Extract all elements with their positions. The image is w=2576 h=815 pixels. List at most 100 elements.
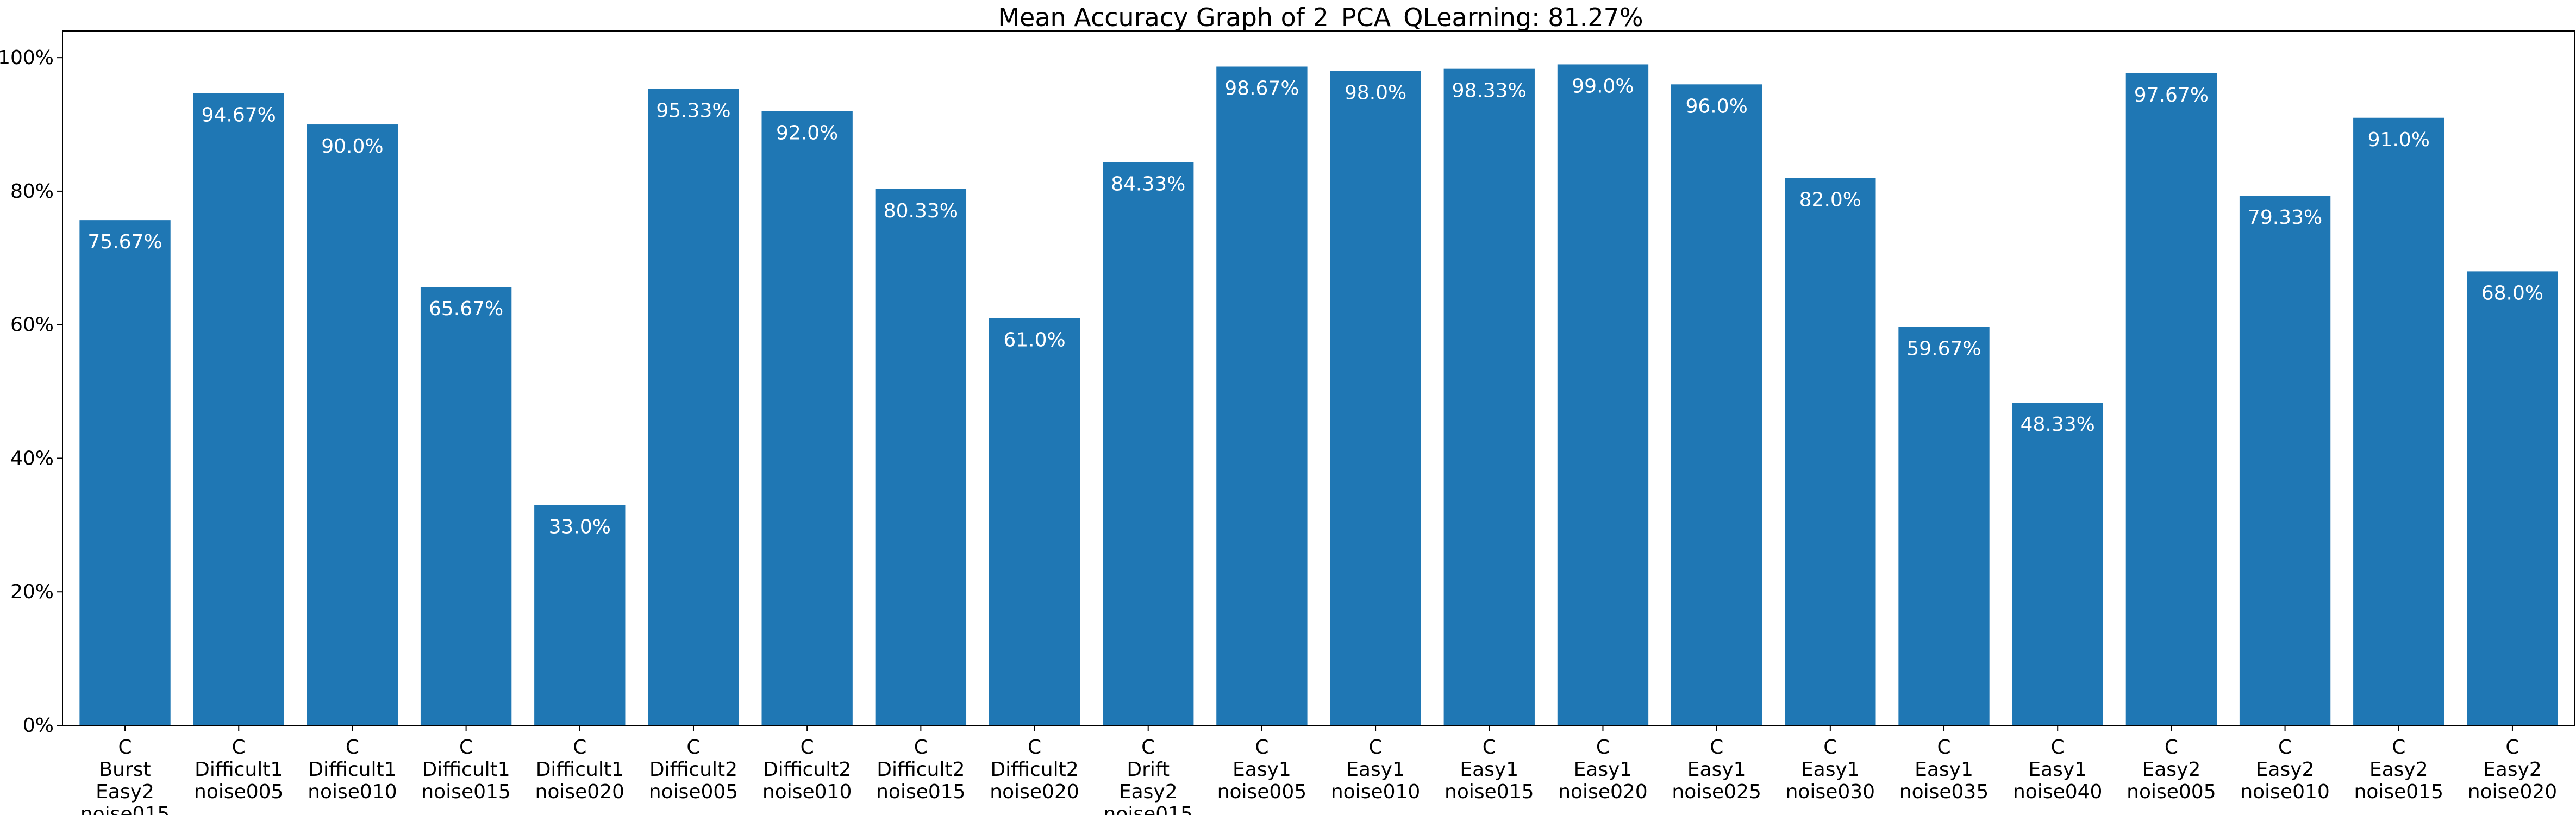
x-tick-label-line: Easy1 (1801, 758, 1860, 781)
y-tick-label: 60% (10, 314, 54, 336)
bar (193, 93, 284, 725)
bar (1330, 71, 1421, 726)
x-tick-label-line: noise010 (2240, 781, 2329, 803)
x-tick-label-line: C (1141, 736, 1155, 758)
x-tick-label-line: noise015 (80, 803, 170, 815)
x-tick-label-line: C (1937, 736, 1950, 758)
x-tick-label-line: C (2278, 736, 2292, 758)
x-tick-label-line: Drift (1127, 758, 1170, 781)
bar (989, 318, 1080, 725)
x-tick-label-line: noise030 (1786, 781, 1875, 803)
x-tick-label-line: Easy2 (96, 781, 154, 803)
x-tick-label-line: noise025 (1672, 781, 1761, 803)
x-tick-label-line: C (2051, 736, 2065, 758)
x-tick-label-line: Difficult2 (649, 758, 737, 781)
bar (1785, 178, 1876, 725)
x-tick-label-line: Easy1 (1687, 758, 1746, 781)
bar-value-label: 82.0% (1799, 189, 1861, 211)
bar-value-label: 80.33% (884, 200, 958, 222)
x-tick-label-line: Easy1 (1233, 758, 1291, 781)
x-tick-label-line: C (1483, 736, 1496, 758)
x-tick-label-line: C (346, 736, 359, 758)
x-tick-label-line: C (1823, 736, 1837, 758)
x-tick-label-line: noise010 (1331, 781, 1420, 803)
bar (79, 220, 171, 726)
x-tick-label-line: noise005 (194, 781, 283, 803)
x-tick-label-line: noise015 (1445, 781, 1534, 803)
x-tick-label: C Easy2 noise010 (2240, 736, 2329, 803)
bar-value-label: 94.67% (202, 104, 276, 127)
bar (875, 189, 967, 725)
x-tick-label: C Easy1 noise020 (1558, 736, 1647, 803)
x-tick-label-line: C (2505, 736, 2519, 758)
bar-value-label: 79.33% (2248, 206, 2322, 229)
x-tick-label-line: Difficult1 (195, 758, 283, 781)
bar (1671, 84, 1762, 725)
x-tick-label-line: Easy2 (2483, 758, 2542, 781)
bar (307, 124, 398, 726)
y-tick-label: 0% (23, 714, 54, 737)
bar-value-label: 75.67% (87, 231, 162, 253)
bar (761, 111, 853, 725)
x-tick-label-line: noise015 (1103, 803, 1192, 815)
y-axis: 0% 20% 40% 60% 80% 100% (0, 47, 62, 737)
x-tick-label: C Easy1 noise035 (1899, 736, 1989, 803)
x-tick-label-line: Easy2 (2369, 758, 2428, 781)
x-tick-label-line: noise020 (990, 781, 1079, 803)
x-tick-label-line: noise015 (421, 781, 510, 803)
bars: 75.67% 94.67% 90.0% 65.67% 33.0% 95.33% 92.0% 8… (79, 64, 2558, 726)
x-tick-label-line: Easy1 (1915, 758, 1973, 781)
y-tick-label: 100% (0, 47, 54, 69)
x-tick-label-line: Difficult2 (877, 758, 965, 781)
bar (420, 287, 512, 725)
x-tick-label-line: Easy1 (1346, 758, 1405, 781)
x-tick-label-line: Easy2 (1119, 781, 1178, 803)
x-tick-label-line: Difficult1 (536, 758, 624, 781)
y-tick-label: 20% (10, 581, 54, 603)
x-tick-label: C Burst Easy2 noise015 (80, 736, 170, 815)
bar-value-label: 92.0% (776, 122, 838, 144)
x-tick-label-line: Burst (99, 758, 151, 781)
x-tick-label: C Easy1 noise030 (1786, 736, 1875, 803)
x-tick-label-line: C (2165, 736, 2178, 758)
bar-value-label: 48.33% (2021, 413, 2095, 436)
x-tick-label: C Drift Easy2 noise015 (1103, 736, 1192, 815)
x-tick-label-line: noise015 (2354, 781, 2443, 803)
plot-frame (62, 30, 2575, 726)
x-tick-label-line: C (686, 736, 700, 758)
x-tick-label-line: noise010 (762, 781, 852, 803)
x-tick-label-line: Difficult1 (422, 758, 510, 781)
x-tick-label-line: Difficult2 (990, 758, 1078, 781)
x-tick-label-line: C (118, 736, 132, 758)
x-tick-label-line: C (1028, 736, 1041, 758)
x-tick-label-line: noise040 (2013, 781, 2102, 803)
x-tick-label-line: Easy1 (1460, 758, 1518, 781)
x-tick-label-line: C (914, 736, 928, 758)
x-tick-label: C Easy1 noise015 (1445, 736, 1534, 803)
x-tick-label-line: C (1710, 736, 1723, 758)
x-tick-label-line: C (232, 736, 246, 758)
bar (1898, 327, 1990, 725)
y-tick-label: 80% (10, 180, 54, 203)
x-tick-label-line: C (1596, 736, 1610, 758)
bar-value-label: 68.0% (2481, 282, 2543, 304)
x-tick-label-line: C (1369, 736, 1383, 758)
x-tick-label-line: noise005 (2127, 781, 2216, 803)
bar-value-label: 96.0% (1685, 95, 1747, 117)
x-tick-label-line: Easy1 (2028, 758, 2087, 781)
x-tick-label-line: C (573, 736, 586, 758)
bar (2353, 117, 2444, 725)
x-tick-label-line: Easy2 (2142, 758, 2201, 781)
x-tick-label-line: noise005 (649, 781, 738, 803)
x-tick-label: C Difficult2 noise020 (990, 736, 1079, 803)
bar (1216, 66, 1308, 725)
bar (1103, 162, 1194, 725)
bar-value-label: 59.67% (1906, 338, 1981, 360)
x-tick-label: C Difficult2 noise010 (762, 736, 852, 803)
x-tick-label: C Difficult1 noise010 (308, 736, 397, 803)
x-tick-label: C Easy1 noise005 (1217, 736, 1306, 803)
bar (1443, 68, 1535, 726)
bar (2125, 73, 2217, 725)
